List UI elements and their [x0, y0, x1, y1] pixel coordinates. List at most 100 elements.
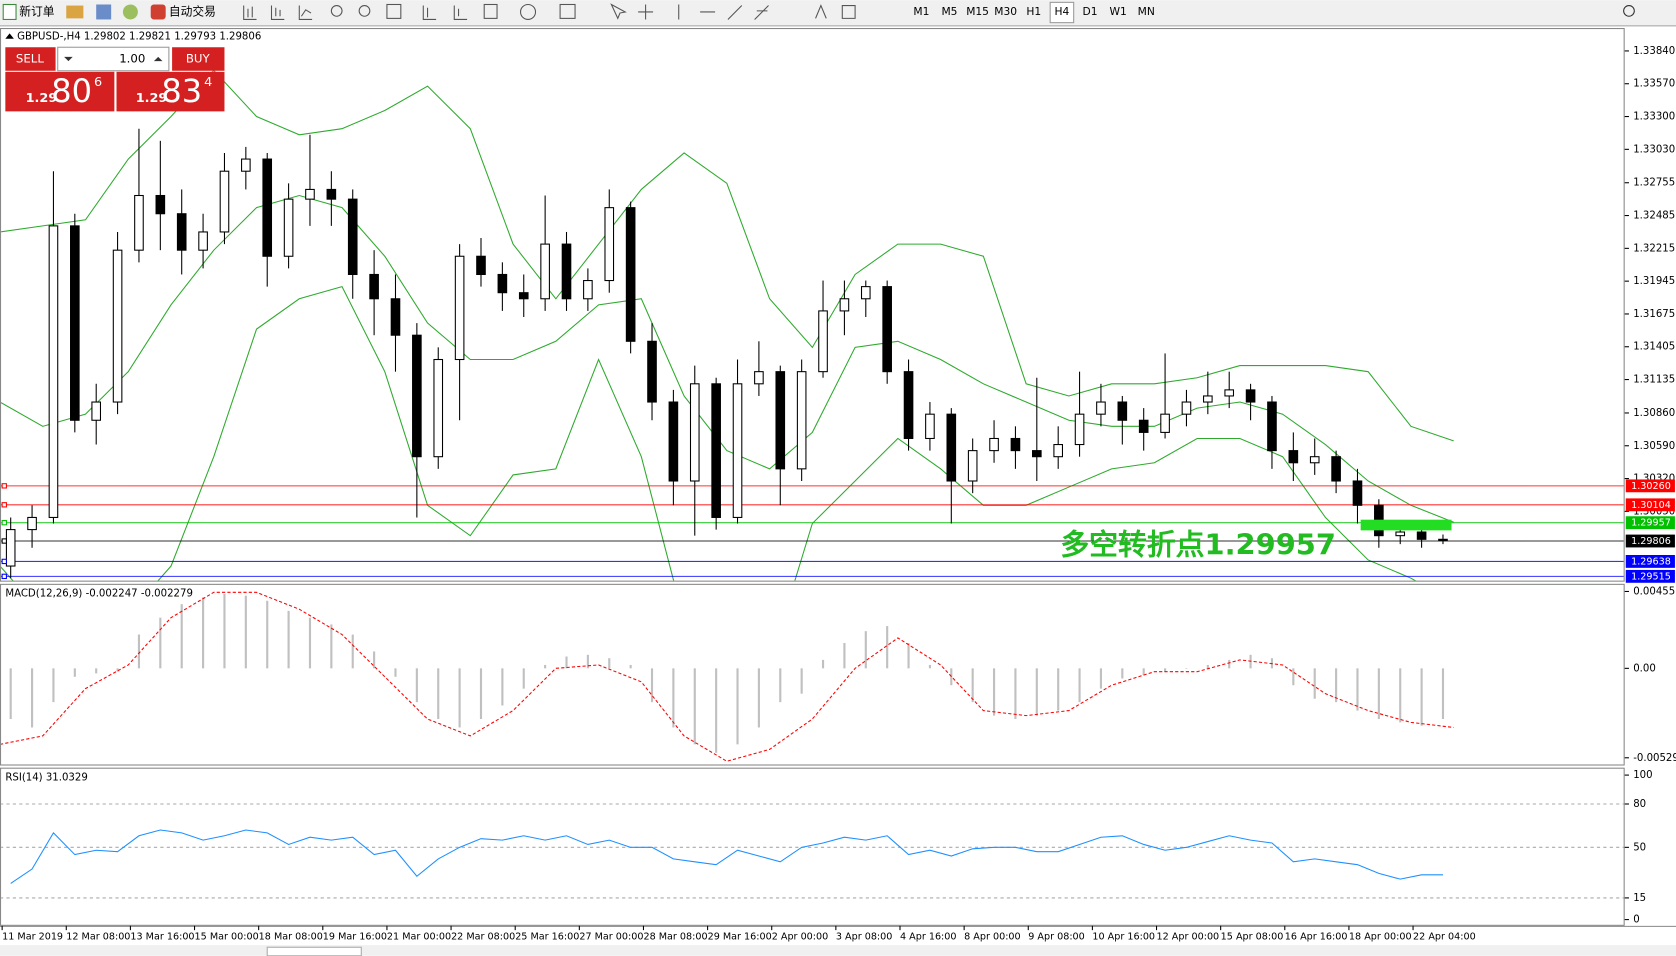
macd-bar: [672, 668, 675, 728]
candle-body: [283, 198, 294, 257]
tab[interactable]: [266, 946, 362, 956]
macd-bar: [992, 668, 996, 716]
ask-big: 1.29: [136, 91, 168, 106]
candle-body: [1074, 413, 1085, 446]
timeframe-button[interactable]: H4: [1055, 5, 1070, 18]
candle-body: [1010, 437, 1021, 452]
candle-body: [732, 383, 743, 518]
x-tick-label: 12 Apr 00:00: [1157, 932, 1220, 943]
candle-body: [48, 225, 59, 518]
macd-bar: [1313, 668, 1316, 699]
new-order-button[interactable]: 新订单: [19, 4, 54, 18]
candle-body: [390, 298, 401, 336]
macd-bar: [501, 668, 504, 706]
macd-bar: [287, 610, 290, 669]
candle-body: [518, 292, 529, 300]
timeframe-button[interactable]: M15: [966, 5, 989, 18]
x-tick-label: 15 Mar 00:00: [195, 932, 259, 943]
timeframe-button[interactable]: D1: [1083, 5, 1098, 18]
buy-button[interactable]: [172, 47, 225, 71]
macd-bar: [244, 595, 247, 669]
icon[interactable]: [96, 4, 112, 20]
candle-body: [925, 413, 935, 440]
sell-button[interactable]: [5, 47, 56, 71]
y-tick-label: 1.30590: [1633, 441, 1675, 452]
candle-body: [711, 383, 721, 518]
icon[interactable]: [66, 5, 84, 19]
auto-trading-button[interactable]: 自动交易: [169, 4, 216, 18]
toolbar-bg: [0, 0, 1676, 26]
lots-value[interactable]: 1.00: [119, 51, 145, 65]
timeframe-button[interactable]: M5: [941, 5, 957, 18]
sell-label[interactable]: SELL: [16, 51, 44, 65]
x-tick-label: 3 Apr 08:00: [836, 932, 893, 943]
y-tick-label: 1.30860: [1633, 408, 1675, 419]
collapse-icon[interactable]: [5, 33, 14, 39]
y-tick-label: 1.33030: [1633, 144, 1675, 155]
candle-body: [219, 170, 230, 233]
bid-box[interactable]: [5, 71, 115, 112]
candle-body: [689, 383, 700, 482]
candle-body: [347, 198, 358, 276]
auto-trading-icon[interactable]: [150, 4, 166, 20]
macd-bar: [1035, 668, 1038, 716]
candle-body: [561, 243, 572, 300]
new-order-icon[interactable]: [2, 3, 17, 20]
price-label-bg: [1625, 479, 1675, 493]
candle-body: [112, 249, 123, 403]
icon[interactable]: [122, 4, 138, 20]
candle-body: [497, 273, 508, 294]
candle-body: [198, 231, 208, 251]
search-icon[interactable]: [1623, 5, 1635, 17]
ask-box[interactable]: [116, 71, 225, 112]
candle-body: [1352, 480, 1363, 506]
tool-icons[interactable]: [243, 3, 856, 20]
y-tick-label: 1.33300: [1633, 112, 1675, 123]
macd-bar: [159, 617, 162, 669]
x-tick-label: 11 Mar 2019: [2, 932, 63, 943]
bid-small: 6: [94, 75, 102, 90]
macd-bar: [180, 604, 183, 669]
timeframe-button[interactable]: MN: [1138, 5, 1155, 18]
bid-main: 80: [51, 72, 92, 110]
timeframe-button[interactable]: W1: [1109, 5, 1126, 18]
macd-bar: [907, 642, 910, 669]
timeframe-button[interactable]: M30: [994, 5, 1017, 18]
macd-bar: [1206, 664, 1209, 669]
macd-bar: [223, 594, 226, 669]
x-tick-label: 27 Mar 00:00: [579, 932, 643, 943]
x-tick-label: 18 Apr 00:00: [1349, 932, 1412, 943]
macd-bar: [779, 668, 782, 703]
rsi-line: [10, 829, 1443, 884]
candle-body: [775, 371, 786, 470]
price-label: 1.30260: [1631, 481, 1671, 492]
candle-body: [1395, 531, 1406, 537]
buy-label[interactable]: BUY: [186, 51, 211, 65]
one-click-trading: SELL 1.00 BUY 1.29 80 6 1.29 83 4: [5, 46, 225, 112]
y-tick-label: 1.31405: [1633, 342, 1675, 353]
macd-bar: [693, 668, 696, 745]
candle-body: [1309, 456, 1320, 464]
x-tick-label: 21 Mar 00:00: [387, 932, 451, 943]
macd-bar: [137, 634, 141, 669]
candle-body: [412, 334, 422, 458]
ask-main: 83: [161, 72, 202, 110]
macd-bar: [757, 668, 760, 728]
candle-body: [946, 413, 957, 482]
candle-body: [625, 207, 636, 342]
candle-body: [860, 286, 871, 300]
macd-bar: [73, 668, 76, 677]
macd-bar: [415, 668, 418, 703]
timeframe-button[interactable]: H1: [1026, 5, 1041, 18]
x-tick-label: 2 Apr 00:00: [772, 932, 829, 943]
candle-body: [1181, 401, 1192, 415]
candle-body: [433, 358, 444, 458]
lots-field[interactable]: [57, 46, 170, 72]
x-tick-label: 25 Mar 16:00: [515, 932, 579, 943]
x-tick-label: 28 Mar 08:00: [643, 932, 707, 943]
timeframe-button[interactable]: M1: [913, 5, 929, 18]
candle-body: [1053, 444, 1063, 458]
price-plot: [1, 69, 1624, 581]
ask-small: 4: [204, 75, 212, 90]
